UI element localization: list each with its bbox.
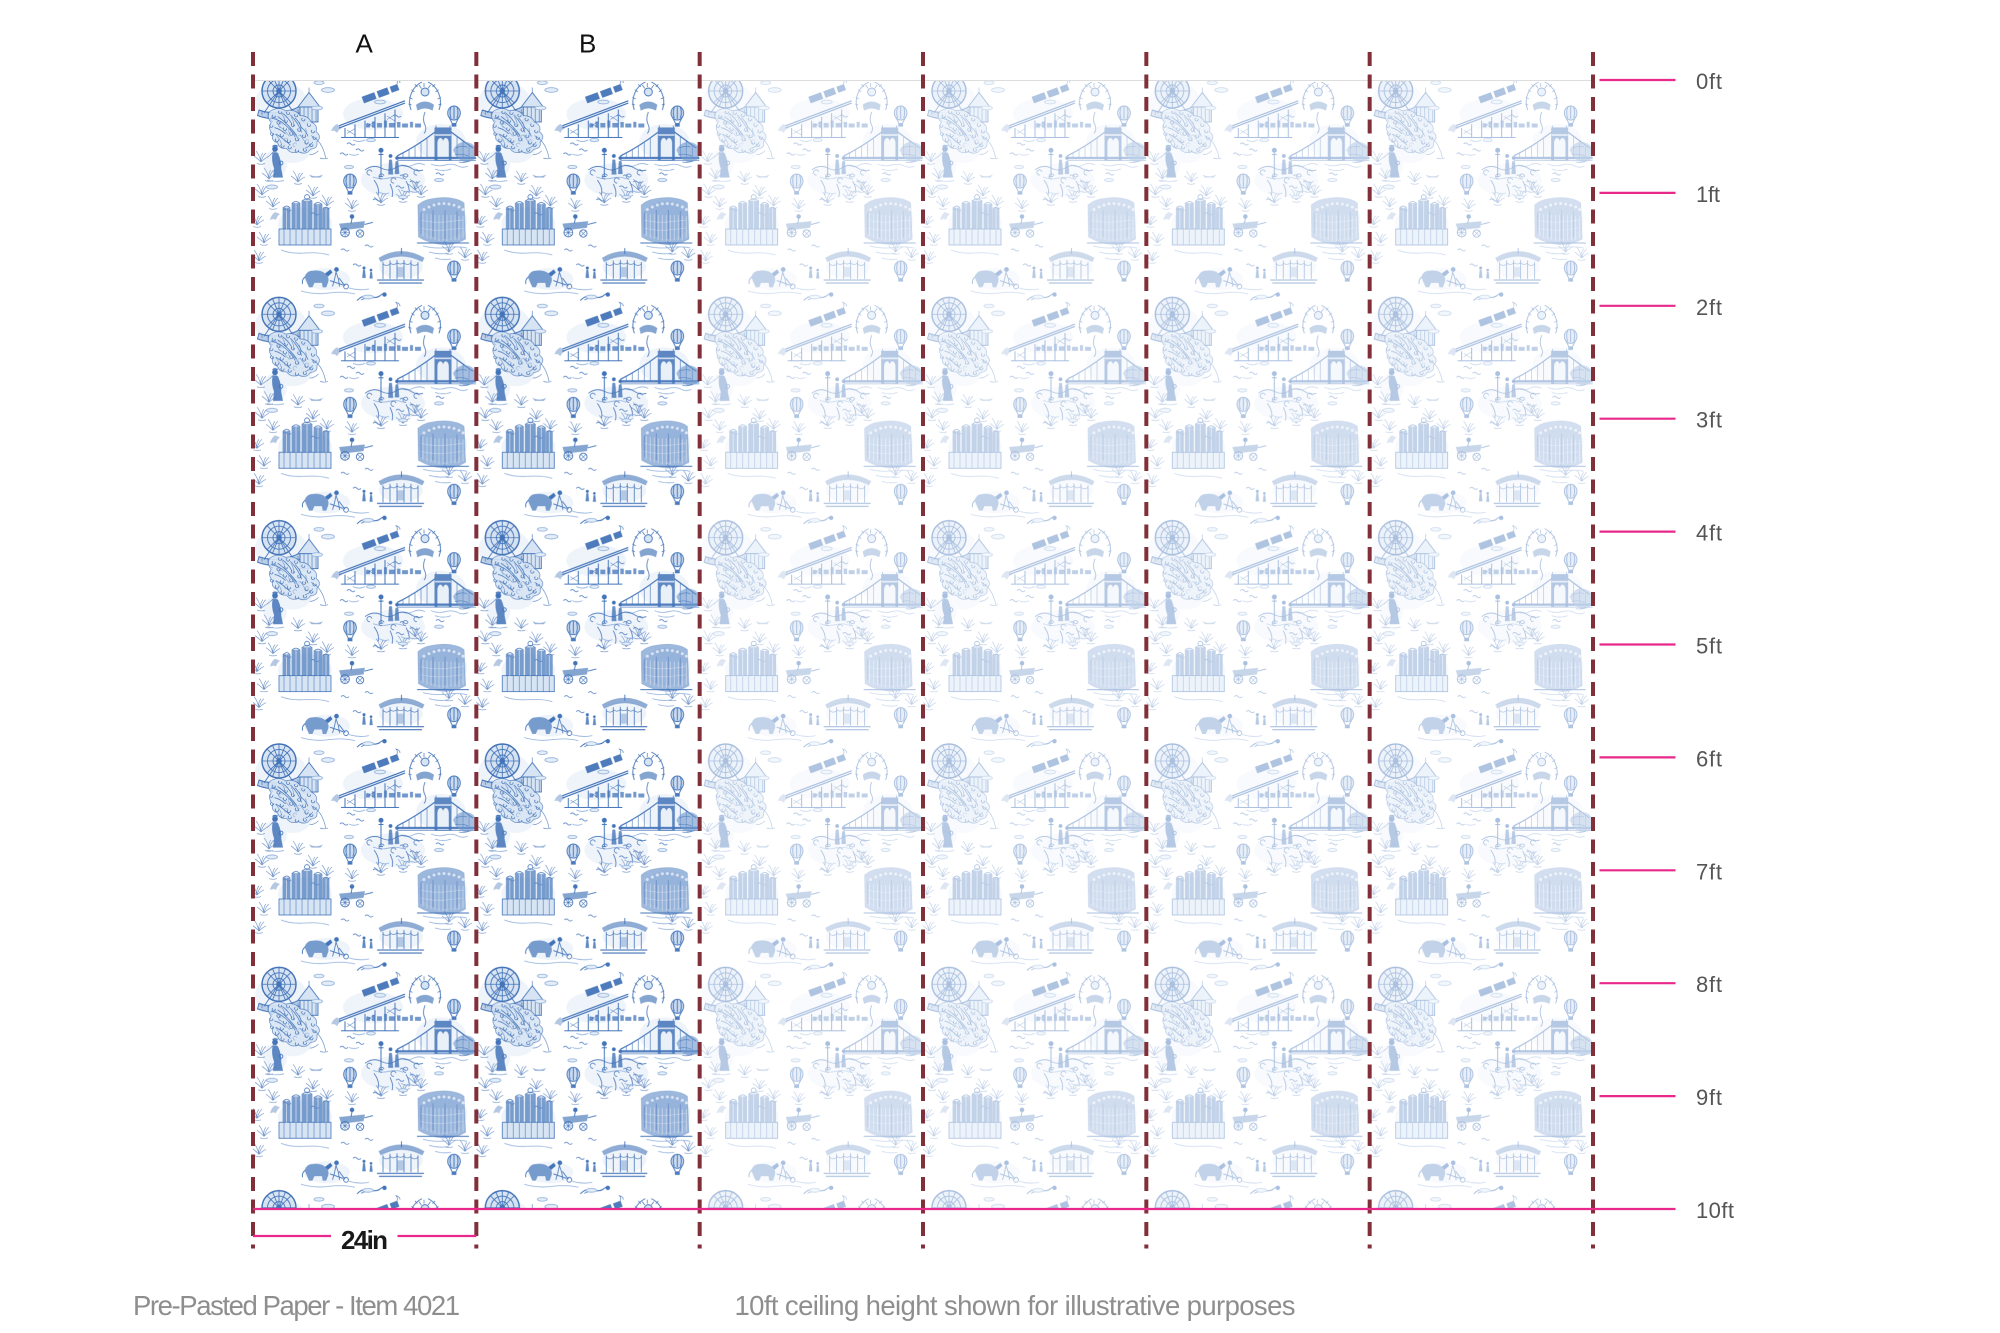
svg-text:0ft: 0ft (1696, 69, 1722, 94)
svg-text:B: B (579, 29, 596, 59)
svg-text:7ft: 7ft (1696, 859, 1722, 884)
svg-text:5ft: 5ft (1696, 634, 1722, 659)
svg-text:Pre-Pasted Paper - Item 4021: Pre-Pasted Paper - Item 4021 (133, 1290, 460, 1321)
svg-text:10ft: 10ft (1696, 1198, 1734, 1223)
svg-text:6ft: 6ft (1696, 746, 1722, 771)
svg-text:2ft: 2ft (1696, 295, 1722, 320)
svg-text:3ft: 3ft (1696, 408, 1722, 433)
svg-text:24in: 24in (341, 1225, 388, 1255)
svg-text:1ft: 1ft (1696, 182, 1720, 207)
svg-text:9ft: 9ft (1696, 1085, 1722, 1110)
svg-text:8ft: 8ft (1696, 972, 1722, 997)
svg-text:A: A (356, 29, 374, 59)
svg-text:10ft ceiling height shown for: 10ft ceiling height shown for illustrati… (735, 1290, 1296, 1321)
svg-text:4ft: 4ft (1696, 521, 1722, 546)
